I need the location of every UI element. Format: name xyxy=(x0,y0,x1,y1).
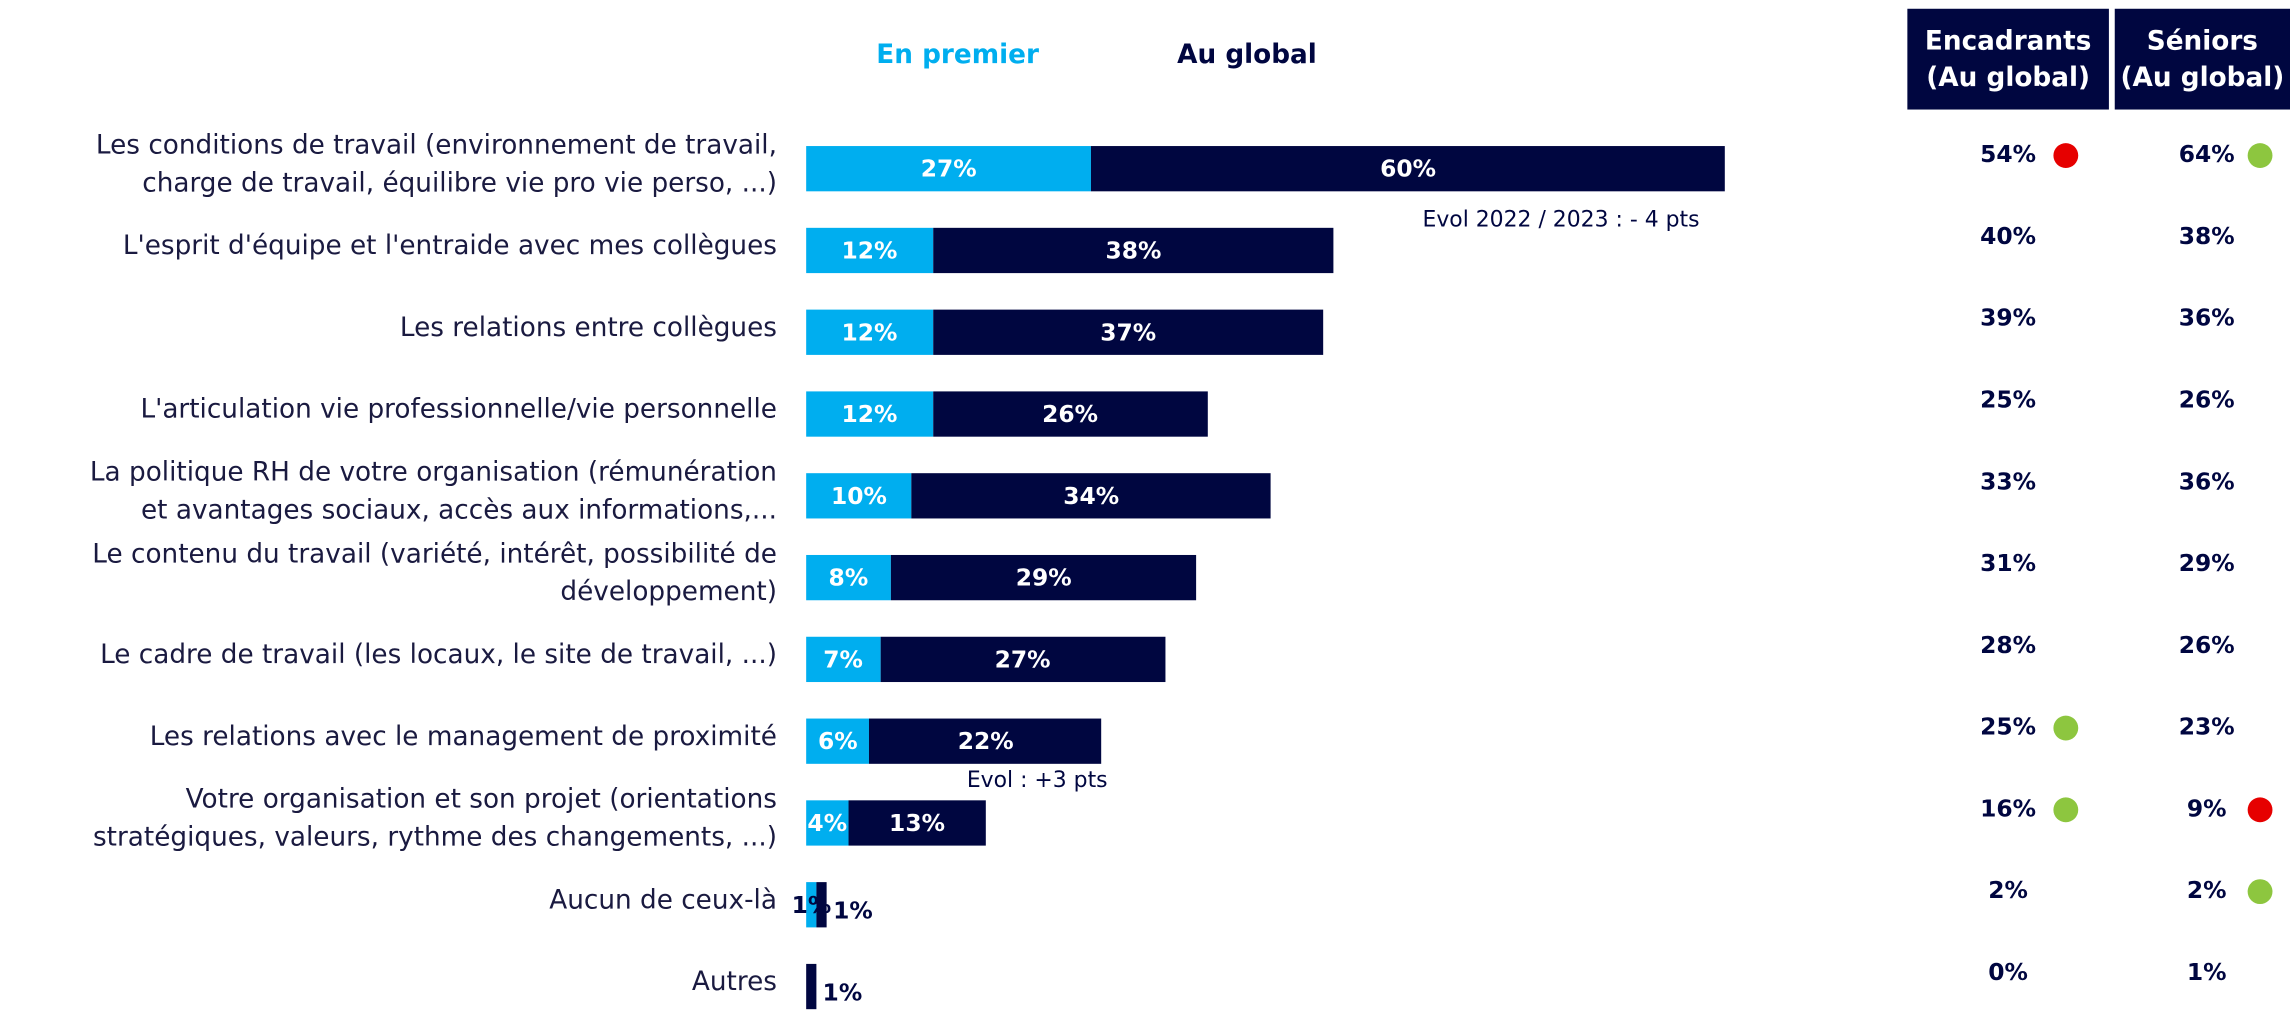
bar-segment xyxy=(806,308,933,355)
status-dot xyxy=(2052,714,2078,740)
value-label: 27% xyxy=(920,154,977,182)
value-label: 37% xyxy=(1100,317,1157,346)
header-line: (Au global) xyxy=(1926,62,2090,94)
table-value: 2% xyxy=(2186,876,2227,905)
bar-segment xyxy=(816,881,828,927)
category-label: Les conditions de travail (environnement… xyxy=(95,129,777,199)
table-value: 26% xyxy=(2178,630,2235,659)
value-label: 27% xyxy=(994,644,1051,673)
category-label: L'esprit d'équipe et l'entraide avec mes… xyxy=(122,230,777,262)
annotation: Evol 2022 / 2023 : - 4 pts xyxy=(1422,205,1700,233)
table-header: Encadrants (Au global) xyxy=(1907,8,2109,110)
category-label: Le contenu du travail (variété, intérêt,… xyxy=(92,538,777,608)
value-label: 7% xyxy=(823,644,863,673)
bar-segment xyxy=(890,554,1197,600)
header-line: Encadrants xyxy=(1924,26,2092,57)
table-value: 40% xyxy=(1980,221,2037,250)
bar-segment xyxy=(806,799,849,845)
category-label: L'articulation vie professionnelle/vie p… xyxy=(140,394,777,425)
table-value: 25% xyxy=(1980,712,2037,741)
status-dot xyxy=(2246,796,2272,822)
bar-segment xyxy=(932,227,1335,273)
table-value: 25% xyxy=(1980,385,2037,414)
table-value: 36% xyxy=(2178,467,2235,496)
status-dot xyxy=(2246,142,2272,168)
header-line: Séniors xyxy=(2146,26,2258,57)
status-dot xyxy=(2052,142,2078,168)
value-label: 8% xyxy=(828,563,869,591)
bar-segment xyxy=(806,963,817,1009)
category-label: Les relations avec le management de prox… xyxy=(149,721,777,753)
table-value: 0% xyxy=(1988,958,2028,986)
value-label: 60% xyxy=(1380,154,1436,182)
table-value: 1% xyxy=(2186,958,2227,986)
bar-segment xyxy=(806,227,933,273)
category-label: La politique RH de votre organisation (r… xyxy=(89,457,777,526)
status-dot xyxy=(2246,878,2272,904)
bar-segment xyxy=(806,472,912,518)
category-label: Les relations entre collègues xyxy=(399,312,777,344)
table-value: 2% xyxy=(1988,876,2028,905)
value-label: 10% xyxy=(831,481,887,509)
table-value: 28% xyxy=(1980,630,2037,659)
value-label: 1% xyxy=(833,895,873,924)
bar-segment xyxy=(806,145,1092,191)
bar-segment xyxy=(806,390,933,436)
bar-segment xyxy=(806,881,817,927)
table-value: 29% xyxy=(2178,549,2235,577)
category-label: Aucun de ceux-là xyxy=(549,885,777,916)
category-label: Votre organisation et son projet (orient… xyxy=(92,784,777,853)
value-label: 12% xyxy=(841,235,898,264)
legend-entry: Au global xyxy=(1177,39,1317,71)
value-label: 29% xyxy=(1015,563,1072,591)
bar-segment xyxy=(880,636,1166,682)
table-header: Séniors (Au global) xyxy=(2114,8,2290,110)
value-label: 6% xyxy=(817,726,858,755)
category-label: Autres xyxy=(691,966,777,998)
value-label: 4% xyxy=(807,808,848,837)
table-value: 36% xyxy=(2178,303,2235,332)
value-label: 26% xyxy=(1042,399,1099,428)
table-value: 39% xyxy=(1980,303,2037,332)
table-value: 31% xyxy=(1980,549,2037,577)
table-value: 38% xyxy=(2178,221,2235,250)
bar-segment xyxy=(806,636,881,682)
header-line: (Au global) xyxy=(2120,62,2285,94)
value-label: 13% xyxy=(889,808,945,837)
value-label: 12% xyxy=(841,317,898,346)
table-value: 64% xyxy=(2178,140,2235,168)
bar-segment xyxy=(806,554,891,600)
value-label: 34% xyxy=(1063,481,1120,509)
table-value: 33% xyxy=(1980,467,2037,496)
bar-segment xyxy=(932,308,1324,355)
table-value: 23% xyxy=(2178,712,2235,741)
bar-segment xyxy=(806,717,870,764)
table-value: 16% xyxy=(1980,794,2037,823)
value-label: 22% xyxy=(957,726,1014,755)
legend-entry: En premier xyxy=(876,39,1039,71)
table-value: 9% xyxy=(2186,794,2227,823)
value-label: 38% xyxy=(1105,235,1162,264)
bar-segment xyxy=(869,717,1102,764)
value-label: 1% xyxy=(822,977,863,1006)
bar-segment xyxy=(1091,145,1725,191)
category-label: Le cadre de travail (les locaux, le site… xyxy=(100,639,777,671)
table-value: 26% xyxy=(2178,385,2235,414)
bar-segment xyxy=(848,799,986,845)
bar-segment xyxy=(932,390,1208,436)
bar-segment xyxy=(911,472,1271,518)
table-value: 54% xyxy=(1980,140,2037,168)
value-label: 12% xyxy=(841,399,898,428)
annotation: Evol : +3 pts xyxy=(966,766,1108,794)
status-dot xyxy=(2052,796,2078,822)
